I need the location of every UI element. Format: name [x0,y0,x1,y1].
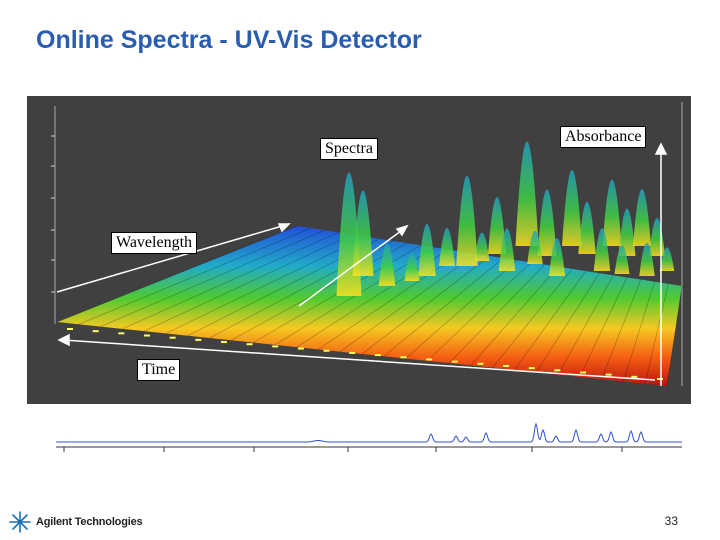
surface-ridge [361,255,490,355]
slide-title: Online Spectra - UV-Vis Detector [36,26,422,54]
spectra-3d-plot: Spectra Absorbance Wavelength Time [27,96,691,404]
spectral-peak [456,175,478,266]
spectral-peak [378,243,396,286]
spectral-peak [404,252,420,281]
spectral-peak [515,141,539,246]
surface-ridge [557,275,614,375]
spectral-peak [614,245,630,274]
spectral-peak [352,190,374,276]
chromatogram-line [56,422,682,443]
surface-ridge [666,285,683,387]
wavelength-label: Wavelength [111,232,198,254]
spectral-peak [602,179,622,246]
spectral-peak [498,228,516,271]
time-tick [400,356,407,359]
time-tick [451,360,458,363]
surface-ridge [405,259,518,359]
arrows [56,142,668,386]
surface-ridge [535,272,600,373]
time-tick [374,354,381,357]
spectral-peak [474,232,490,261]
time-tick [246,343,253,346]
time-tick [503,364,510,367]
agilent-logo: Agilent Technologies [8,510,208,536]
surface-ridge [427,262,532,362]
spectra-label: Spectra [320,138,378,160]
spectral-peak [633,189,651,246]
surface-ridge [644,283,669,384]
absorbance-label: Absorbance [560,126,647,148]
time-tick [143,334,150,337]
surface-ridge [448,264,545,364]
surface-ridge [623,281,655,382]
time-tick [92,330,99,333]
time-tick [220,341,227,344]
surface-ridges [56,225,683,387]
spectra-surface [51,102,683,387]
spectral-peak [549,238,565,276]
time-tick [605,373,612,376]
time-label: Time [137,359,181,381]
agilent-spark-icon [9,511,31,533]
surface-ridge [318,251,463,350]
time-tick [426,358,433,361]
time-axis-ticks [67,328,663,380]
time-tick [349,351,356,354]
left-axis-ticks [51,135,55,293]
surface-ridge [122,232,339,330]
spectral-peak [439,228,455,266]
chromatogram-ticks [63,447,623,452]
time-tick [118,332,125,335]
logo-text: Agilent Technologies [36,516,143,528]
surface-ridge [601,279,642,380]
spectral-peak [639,242,655,276]
time-tick [169,336,176,339]
time-tick [528,367,535,370]
spectral-peak [593,228,611,271]
time-tick [631,375,638,378]
surface-floor [57,226,682,386]
spectral-peak [527,230,543,264]
surface-ridge [579,277,628,378]
time-tick [323,349,330,352]
time-tick [272,345,279,348]
time-tick [67,328,73,330]
spectral-peak [659,247,675,271]
time-tick [477,362,484,365]
surface-ridge [143,234,353,332]
surface-ridge [100,229,325,327]
surface-ridge [383,257,504,357]
surface-ridge [514,270,587,371]
surface-ridge [492,268,573,368]
surface-ridge [78,227,311,325]
surface-ridge [56,225,298,323]
spectral-peak [537,189,557,256]
surface-ridge [470,266,559,366]
page-number: 33 [664,514,678,528]
spectral-peak [578,201,596,254]
spectral-peak [618,208,636,256]
time-tick [195,338,202,341]
spectral-peak [488,197,506,254]
spectral-peaks [336,141,675,296]
surface-ridge [339,253,476,353]
axis-frame [54,102,683,386]
spectral-peak [649,218,665,256]
time-tick [580,371,587,374]
time-tick [297,347,304,350]
chromatogram-trace [56,416,682,466]
surface-ridge [165,236,366,334]
time-tick [554,369,561,372]
time-tick [657,378,663,380]
spectral-peak [418,223,436,276]
spectral-peak [562,170,582,246]
